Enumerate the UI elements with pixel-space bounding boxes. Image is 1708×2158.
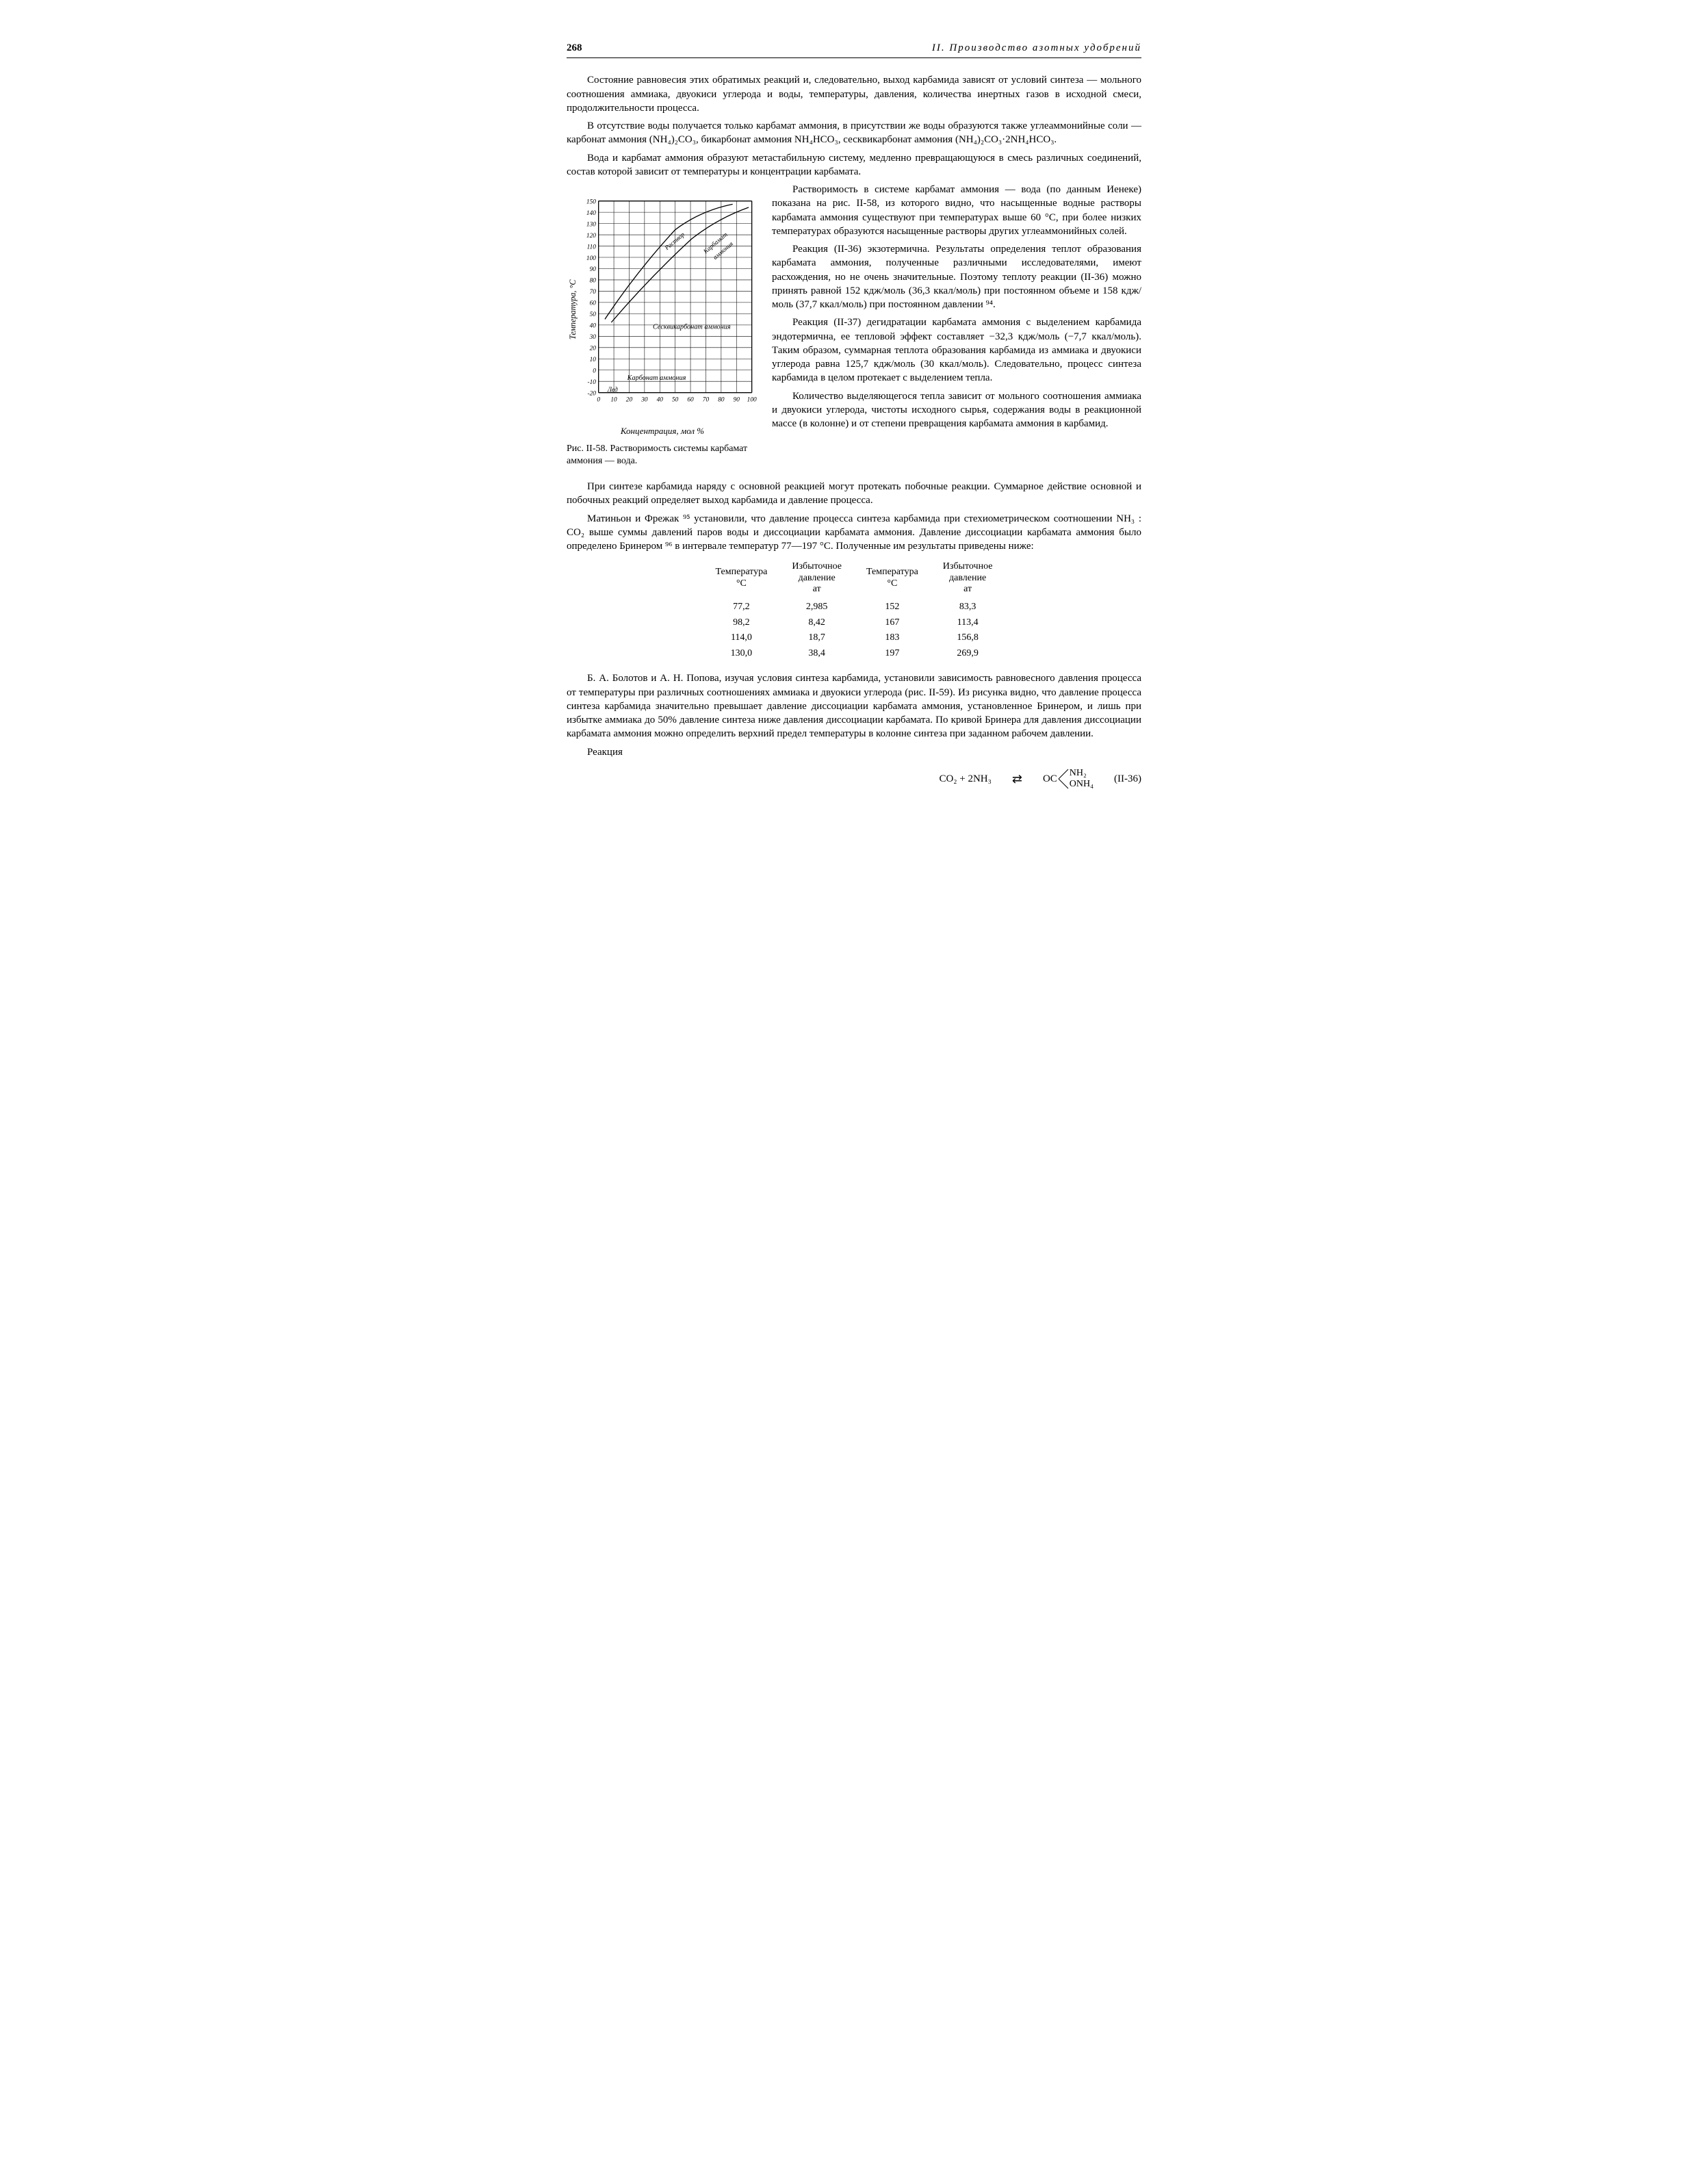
y-tick: 110 (587, 244, 597, 251)
y-tick: 30 (589, 334, 597, 341)
table-row: 77,22,98515283,3 (703, 599, 1005, 615)
x-tick: 80 (718, 397, 725, 404)
table-row: 130,038,4197269,9 (703, 646, 1005, 662)
y-tick: 20 (590, 346, 597, 352)
y-tick: -20 (587, 390, 596, 397)
x-tick: 60 (687, 397, 694, 404)
table-cell: 197 (854, 646, 931, 662)
table-cell: 152 (854, 599, 931, 615)
y-tick: 90 (590, 266, 597, 273)
solubility-chart: Температура, °С Раствор Карбамат аммония… (567, 188, 758, 418)
paragraph: Матиньон и Фрежак ⁹⁵ установили, что дав… (567, 512, 1141, 554)
y-tick: 60 (590, 300, 597, 307)
eq-rhs-top: NH₂ (1070, 768, 1094, 778)
angle-bracket-icon (1057, 767, 1070, 791)
x-tick: 20 (626, 397, 633, 404)
section-title: II. Производство азотных удобрений (932, 41, 1141, 55)
table-cell: 98,2 (703, 615, 780, 631)
rastvor-label: Раствор (663, 231, 686, 252)
page-number: 268 (567, 41, 582, 55)
table-cell: 130,0 (703, 646, 780, 662)
x-axis-label: Концентрация, мол % (567, 425, 758, 437)
pressure-table: Температура°СИзбыточноедавлениеатТемпера… (703, 560, 1005, 662)
led-label: Лед (607, 386, 618, 394)
y-tick: 130 (586, 221, 596, 228)
paragraph: В отсутствие воды получается только карб… (567, 119, 1141, 147)
y-tick: 40 (590, 323, 597, 330)
y-axis-label: Температура, °С (568, 279, 578, 339)
table-cell: 2,985 (779, 599, 854, 615)
table-cell: 113,4 (931, 615, 1005, 631)
x-tick: 50 (672, 397, 679, 404)
x-tick: 100 (747, 397, 757, 404)
y-tick: 120 (586, 233, 596, 240)
eq-rhs-prefix: OC (1043, 772, 1057, 786)
carbonate-label: Карбонат аммония (627, 374, 686, 382)
eq-arrows: ⇄ (1012, 771, 1022, 787)
paragraph: При синтезе карбамида наряду с основной … (567, 480, 1141, 508)
table-cell: 114,0 (703, 630, 780, 646)
y-tick: 150 (586, 198, 596, 205)
x-tick: 40 (657, 397, 664, 404)
table-cell: 269,9 (931, 646, 1005, 662)
page-header: 268 II. Производство азотных удобрений (567, 41, 1141, 58)
paragraph: Реакция (567, 745, 1141, 759)
y-tick: 50 (590, 311, 597, 318)
eq-rhs-bot: ONH₄ (1070, 779, 1094, 789)
table-header: Избыточноедавлениеат (779, 560, 854, 599)
sesqui-label: Сесквикарбонат аммония (653, 323, 731, 331)
table-cell: 77,2 (703, 599, 780, 615)
equation-ii-36: CO₂ + 2NH₃ ⇄ OC NH₂ ONH₄ (II-36) (567, 767, 1141, 791)
y-tick: -10 (587, 379, 596, 386)
x-tick: 10 (610, 397, 617, 404)
table-cell: 18,7 (779, 630, 854, 646)
x-tick: 0 (597, 397, 600, 404)
table-cell: 183 (854, 630, 931, 646)
table-header: Избыточноедавлениеат (931, 560, 1005, 599)
y-tick: 0 (593, 368, 596, 374)
table-cell: 83,3 (931, 599, 1005, 615)
x-tick: 90 (734, 397, 740, 404)
paragraph: Состояние равновесия этих обратимых реак… (567, 73, 1141, 115)
figure-ii-58: Температура, °С Раствор Карбамат аммония… (567, 188, 758, 472)
figure-caption: Рис. II-58. Растворимость системы карбам… (567, 443, 758, 467)
x-tick: 30 (640, 397, 648, 404)
table-cell: 8,42 (779, 615, 854, 631)
eq-lhs: CO₂ + 2NH₃ (939, 772, 991, 786)
paragraph: Вода и карбамат аммония образуют метаста… (567, 151, 1141, 179)
y-tick: 10 (590, 357, 597, 363)
y-tick: 70 (590, 289, 597, 296)
paragraph: Б. А. Болотов и А. Н. Попова, изучая усл… (567, 671, 1141, 741)
x-tick: 70 (703, 397, 710, 404)
table-header: Температура°С (854, 560, 931, 599)
equation-number: (II-36) (1114, 772, 1141, 786)
table-row: 98,28,42167113,4 (703, 615, 1005, 631)
y-tick: 140 (586, 210, 596, 217)
y-tick: 100 (586, 255, 596, 262)
table-cell: 167 (854, 615, 931, 631)
table-row: 114,018,7183156,8 (703, 630, 1005, 646)
table-header: Температура°С (703, 560, 780, 599)
y-tick: 80 (590, 278, 597, 285)
table-cell: 156,8 (931, 630, 1005, 646)
caption-lead: Рис. II-58. (567, 444, 608, 454)
table-cell: 38,4 (779, 646, 854, 662)
